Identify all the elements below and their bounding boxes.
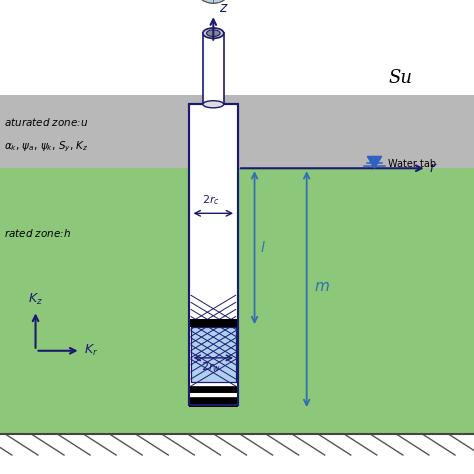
Bar [0, 95, 474, 168]
Bar [0, 168, 474, 434]
Text: $z$: $z$ [219, 1, 228, 15]
Circle shape [193, 0, 233, 3]
Bar [191, 327, 236, 382]
Text: $K_r$: $K_r$ [84, 343, 98, 358]
Text: $2r_w$: $2r_w$ [201, 360, 221, 374]
Text: $m$: $m$ [314, 279, 329, 294]
Text: $\alpha_k$, $\psi_a$, $\psi_k$, $S_y$, $K_z$: $\alpha_k$, $\psi_a$, $\psi_k$, $S_y$, $… [4, 140, 88, 154]
Bar [189, 104, 238, 405]
Text: aturated zone:$u$: aturated zone:$u$ [4, 116, 88, 128]
Bar [189, 386, 238, 392]
Polygon shape [367, 156, 382, 168]
Text: Water tab: Water tab [388, 158, 436, 169]
Ellipse shape [203, 28, 224, 38]
Text: $r$: $r$ [429, 161, 438, 175]
Bar [189, 104, 238, 405]
Text: $K_z$: $K_z$ [28, 292, 43, 307]
Bar [189, 403, 238, 407]
Bar [191, 327, 236, 382]
Text: Su: Su [389, 69, 413, 87]
Bar [203, 33, 224, 104]
Bar [0, 434, 474, 474]
Bar [189, 392, 238, 397]
Bar [189, 319, 238, 327]
Bar [0, 0, 474, 95]
Text: rated zone:$h$: rated zone:$h$ [4, 227, 71, 239]
Bar [189, 397, 238, 403]
Ellipse shape [207, 30, 220, 36]
Ellipse shape [203, 101, 224, 108]
Text: $2r_c$: $2r_c$ [202, 193, 220, 207]
Text: $l$: $l$ [260, 240, 266, 255]
